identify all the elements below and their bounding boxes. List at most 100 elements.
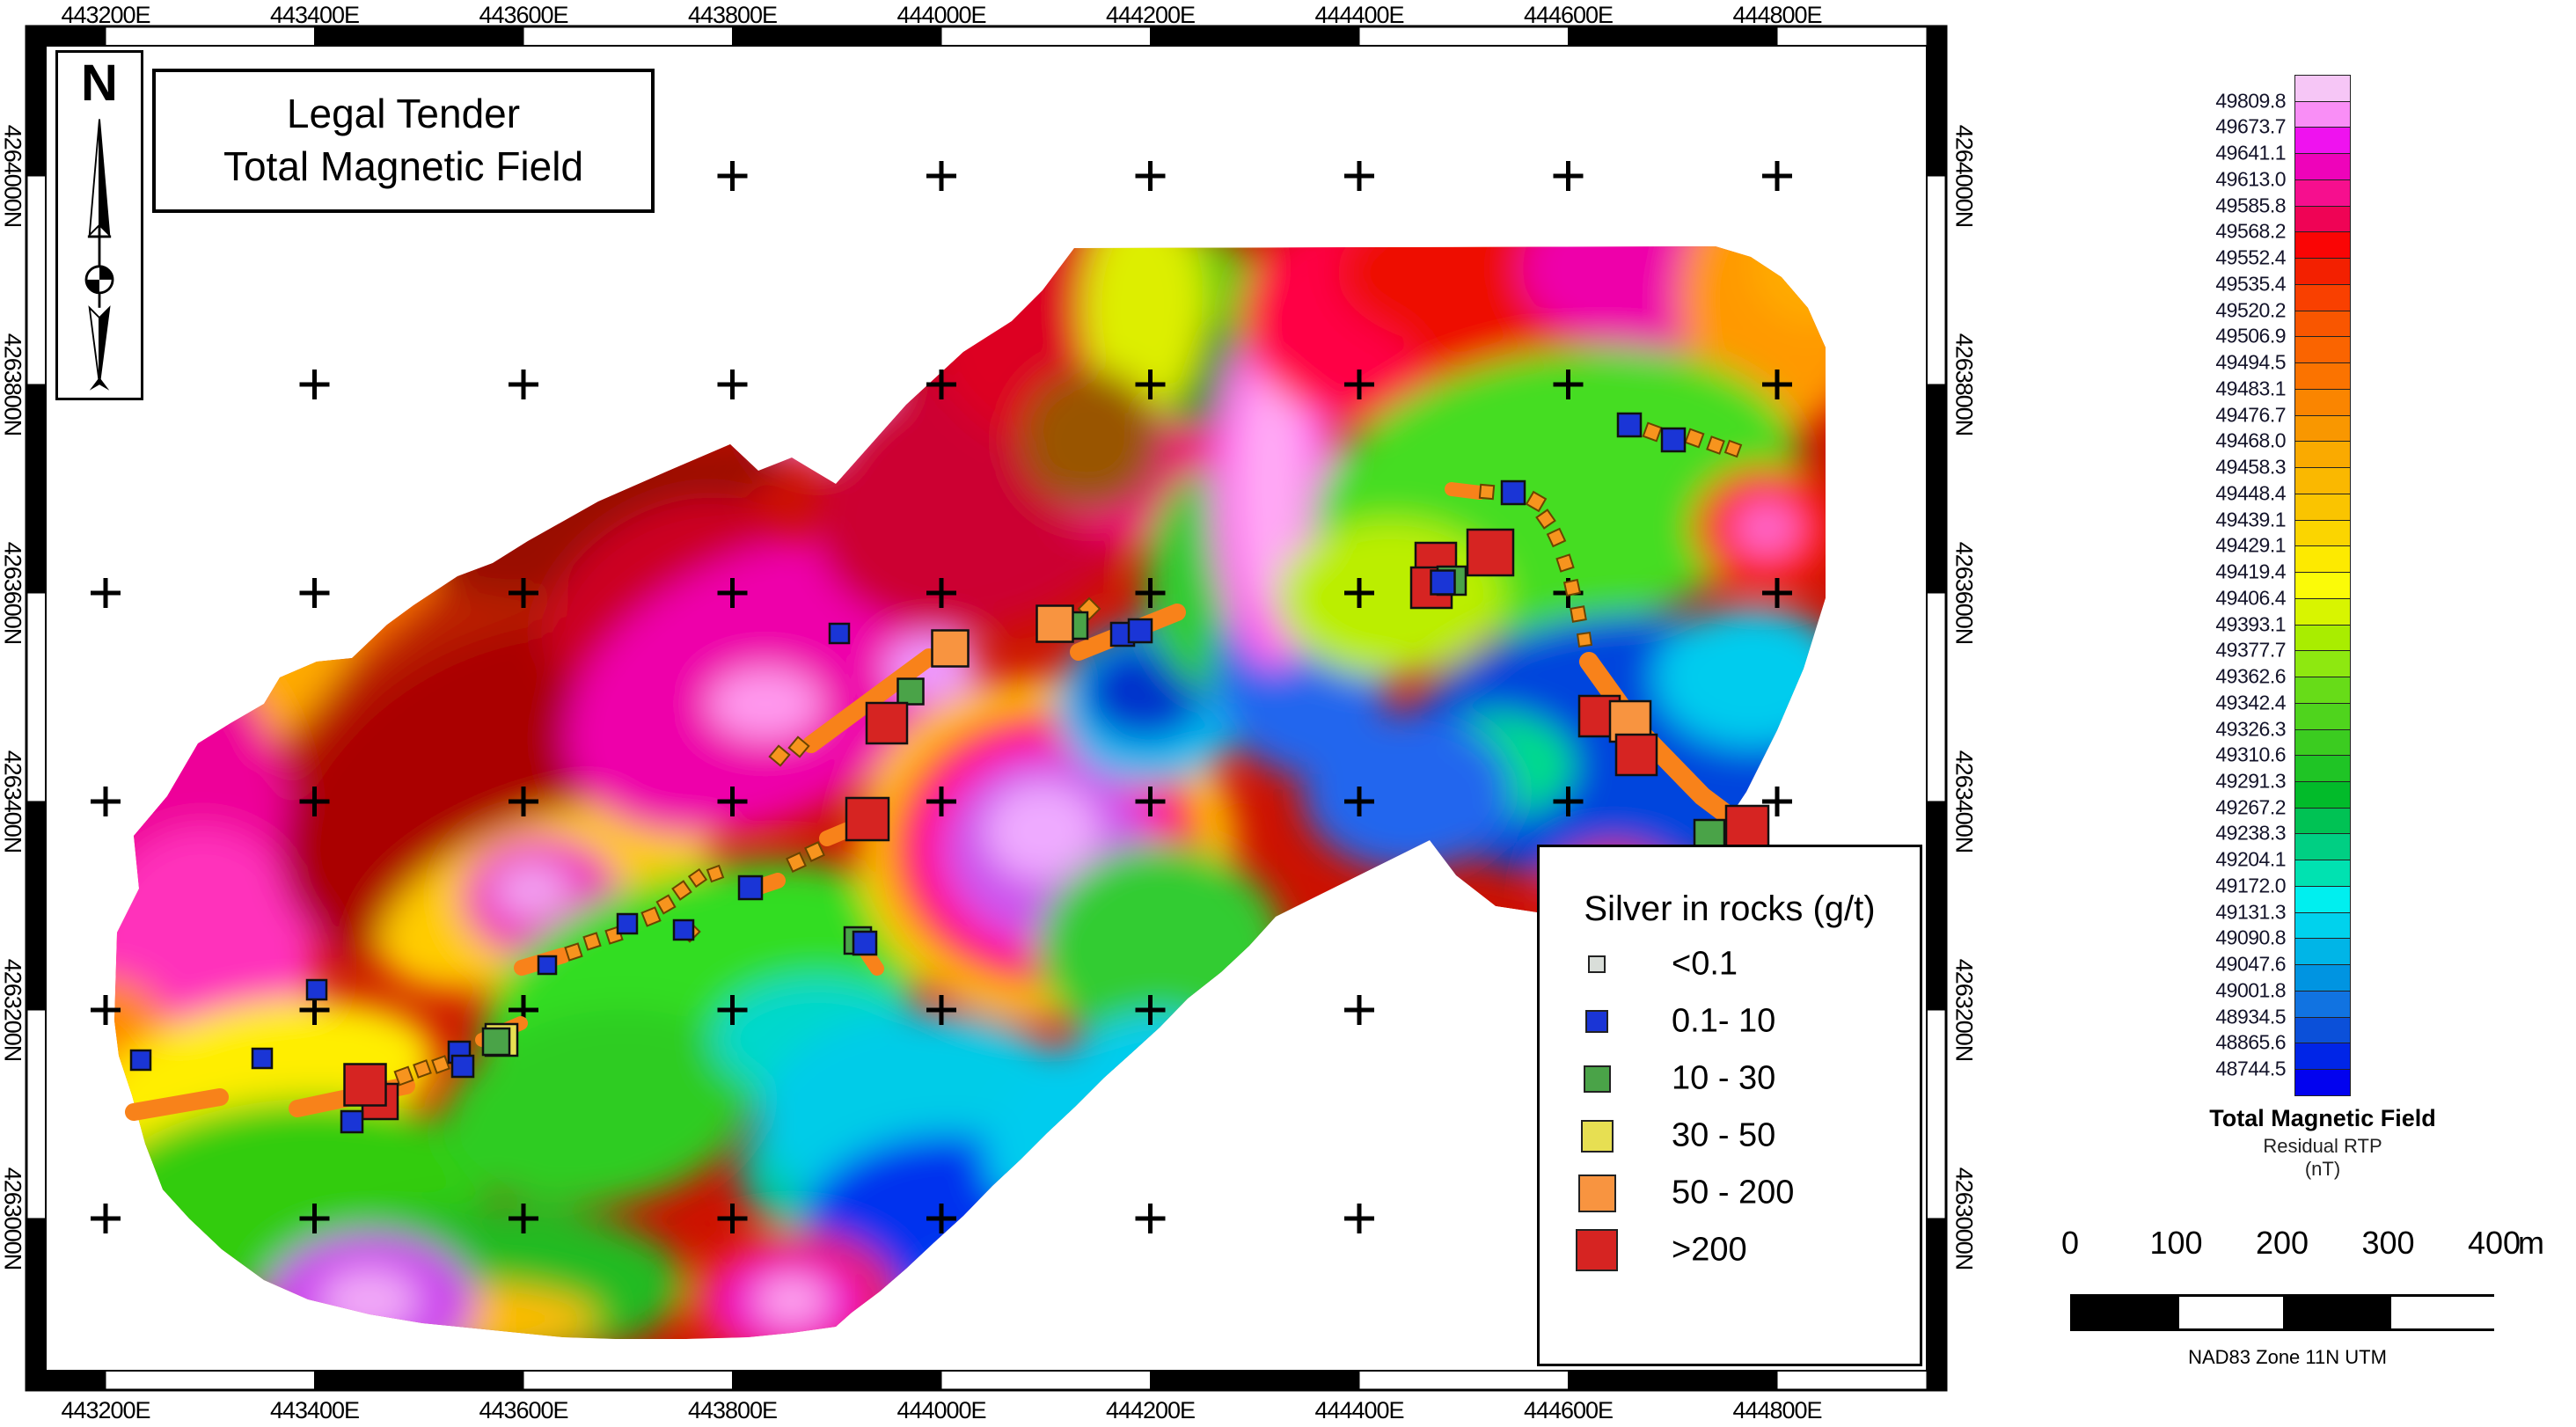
legend-item: >200	[1540, 1224, 1920, 1277]
easting-label-bottom: 443400E	[269, 1397, 360, 1423]
colorbar-block	[2294, 780, 2351, 809]
legend-item-label: 30 - 50	[1672, 1116, 1776, 1154]
northing-label-left: 4264000N	[0, 124, 26, 228]
legend-item-label: <0.1	[1672, 945, 1738, 983]
dash-square	[640, 906, 662, 927]
colorbar-block	[2294, 467, 2351, 495]
colorbar-block	[2294, 597, 2351, 626]
northing-label-left: 4263600N	[0, 541, 26, 645]
colorbar-block	[2294, 755, 2351, 783]
scalebar-tick: 100	[2149, 1225, 2203, 1261]
easting-label-top: 443600E	[479, 2, 568, 28]
colorbar-block	[2294, 258, 2351, 286]
map-title-box: Legal Tender Total Magnetic Field	[152, 69, 655, 213]
easting-label-bottom: 444600E	[1523, 1397, 1614, 1423]
easting-label-top: 443400E	[269, 2, 360, 28]
colorbar-block	[2294, 441, 2351, 469]
colorbar-tick-label: 49393.1	[2215, 612, 2286, 636]
colorbar-tick-label: 49448.4	[2215, 481, 2286, 505]
dash-square	[1555, 553, 1575, 573]
scalebar-block	[2285, 1297, 2391, 1328]
colorbar-title: Total Magnetic Field	[2209, 1105, 2436, 1131]
colorbar-block	[2294, 911, 2351, 940]
sample-blue	[828, 622, 851, 645]
legend-swatch	[1588, 955, 1606, 973]
colorbar-block	[2294, 414, 2351, 443]
northing-label-left: 4263800N	[0, 333, 26, 436]
colorbar-tick-label: 49809.8	[2215, 89, 2286, 113]
colorbar-block	[2294, 362, 2351, 391]
colorbar-block	[2294, 624, 2351, 652]
colorbar-units: (nT)	[2304, 1158, 2341, 1180]
colorbar-tick-label: 49406.4	[2215, 586, 2286, 610]
colorbar-block	[2294, 231, 2351, 260]
easting-label-top: 444800E	[1732, 2, 1822, 28]
colorbar-tick-label: 49673.7	[2215, 114, 2286, 138]
scalebar-unit: m	[2518, 1225, 2544, 1261]
sample-blue	[450, 1054, 475, 1079]
legend-swatch	[1577, 1174, 1616, 1212]
sample-blue	[340, 1109, 364, 1134]
colorbar-block	[2294, 493, 2351, 522]
legend-item-label: 10 - 30	[1672, 1059, 1776, 1097]
dash-square	[1546, 527, 1567, 548]
scalebar-tick: 400	[2467, 1225, 2521, 1261]
colorbar-tick-label: 49641.1	[2215, 141, 2286, 165]
easting-label-top: 444400E	[1314, 2, 1404, 28]
sample-blue	[1660, 427, 1687, 453]
sample-blue	[616, 912, 639, 935]
colorbar-block	[2294, 153, 2351, 181]
sample-red	[1466, 528, 1515, 577]
colorbar-tick-label: 49585.8	[2215, 194, 2286, 217]
colorbar-block	[2294, 702, 2351, 730]
colorbar-block	[2294, 807, 2351, 835]
colorbar-block	[2294, 127, 2351, 155]
easting-label-top: 443200E	[61, 2, 150, 28]
dash-square	[431, 1055, 450, 1074]
colorbar-tick-label: 49326.3	[2215, 717, 2286, 740]
scalebar-block	[2178, 1297, 2285, 1328]
colorbar-tick-label: 49506.9	[2215, 324, 2286, 348]
easting-label-top: 444200E	[1105, 2, 1196, 28]
dash-square	[1525, 490, 1548, 513]
scalebar-tick: 200	[2255, 1225, 2309, 1261]
silver-legend: Silver in rocks (g/t) <0.1 0.1- 10 10 - 30…	[1537, 845, 1922, 1366]
dash-square	[413, 1059, 432, 1079]
dash-square	[787, 735, 810, 758]
dash-square	[655, 894, 677, 915]
colorbar-tick-label: 49342.4	[2215, 691, 2286, 714]
sample-blue	[1616, 412, 1643, 438]
colorbar-tick-label: 49267.2	[2215, 795, 2286, 819]
colorbar-block	[2294, 677, 2351, 705]
legend-item-label: 50 - 200	[1672, 1174, 1795, 1211]
colorbar-tick-label: 49377.7	[2215, 638, 2286, 662]
map-title-line2: Total Magnetic Field	[223, 143, 584, 189]
sample-blue	[129, 1049, 152, 1072]
dash-square	[786, 852, 807, 873]
colorbar-block	[2294, 179, 2351, 208]
colorbar-tick-label: 49483.1	[2215, 377, 2286, 400]
northing-label-left: 4263000N	[0, 1167, 26, 1270]
colorbar-tick-label: 49458.3	[2215, 455, 2286, 479]
colorbar-tick-label: 49090.8	[2215, 926, 2286, 949]
dash-square	[1570, 605, 1587, 623]
dash-square	[393, 1065, 414, 1087]
colorbar-block	[2294, 310, 2351, 338]
sample-red	[343, 1063, 387, 1107]
sample-orange	[1036, 604, 1074, 643]
scalebar-bar	[2070, 1294, 2497, 1331]
sample-blue	[305, 978, 328, 1001]
trend-line-dashes	[393, 421, 1743, 1087]
dash-square	[706, 864, 725, 883]
colorbar-tick-label: 49568.2	[2215, 219, 2286, 243]
colorbar-block	[2294, 1016, 2351, 1044]
dash-square	[564, 942, 583, 962]
legend-swatch	[1576, 1229, 1618, 1271]
dash-square	[1535, 509, 1556, 530]
sample-blue	[1500, 479, 1526, 506]
colorbar-tick-label: 49419.4	[2215, 560, 2286, 583]
northing-label-right: 4263400N	[1950, 750, 1978, 853]
colorbar-block	[2294, 860, 2351, 888]
scalebar-caption: NAD83 Zone 11N UTM	[2188, 1346, 2387, 1368]
easting-label-bottom: 443800E	[687, 1397, 778, 1423]
